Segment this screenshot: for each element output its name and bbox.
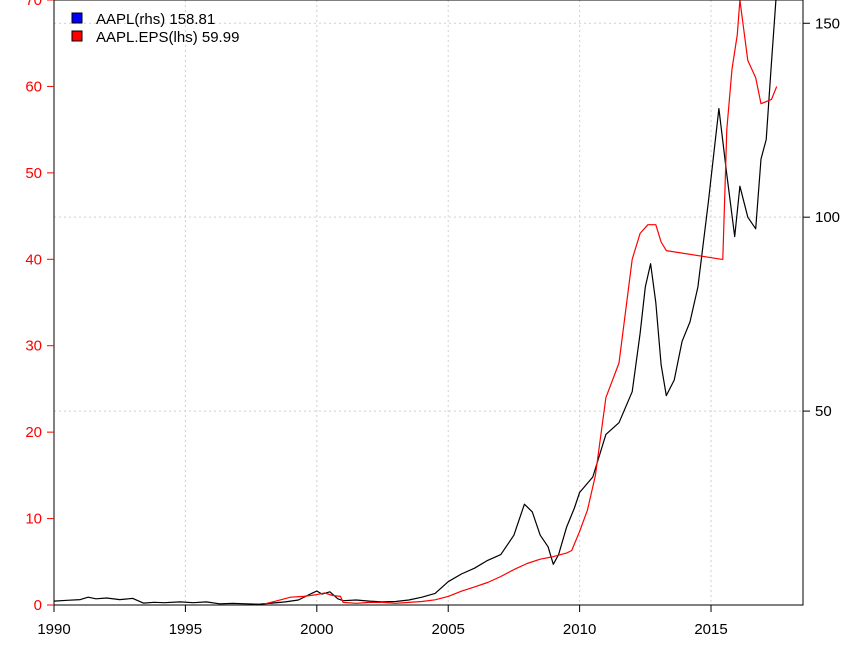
legend-label-aapl: AAPL(rhs) 158.81 [96,11,215,28]
y-left-tick-label: 50 [25,165,42,182]
plot-frame [53,0,804,606]
series-layer [53,0,778,605]
series-line-aapl-eps-lhs [264,0,778,605]
y-right-tick-label: 150 [815,15,840,32]
x-tick-label: 2005 [432,621,465,638]
legend-swatch-aapl [71,12,83,24]
y-left-tick-label: 0 [34,597,42,614]
legend: AAPL(rhs) 158.81 AAPL.EPS(lhs) 59.99 [71,11,239,46]
y-left-tick-label: 70 [25,0,42,9]
y-left-tick-label: 60 [25,78,42,95]
x-tick-label: 2015 [694,621,727,638]
y-right-tick-label: 50 [815,403,832,420]
legend-label-aapl-eps: AAPL.EPS(lhs) 59.99 [96,29,239,46]
axes-layer: 1990 1995 2000 2005 2010 2015 0 10 20 30 40 50 60 70 5… [25,0,840,638]
y-left-tick-label: 10 [25,511,42,528]
x-tick-label: 2010 [563,621,596,638]
x-tick-label: 1995 [169,621,202,638]
series-line-aapl-rhs [53,0,777,605]
y-right-tick-label: 100 [815,209,840,226]
x-tick-label: 2000 [300,621,333,638]
x-tick-label: 1990 [37,621,70,638]
legend-swatch-aapl-eps [71,30,83,42]
y-left-tick-label: 20 [25,424,42,441]
y-left-tick-label: 40 [25,251,42,268]
y-left-tick-label: 30 [25,338,42,355]
grid-layer [53,0,803,605]
